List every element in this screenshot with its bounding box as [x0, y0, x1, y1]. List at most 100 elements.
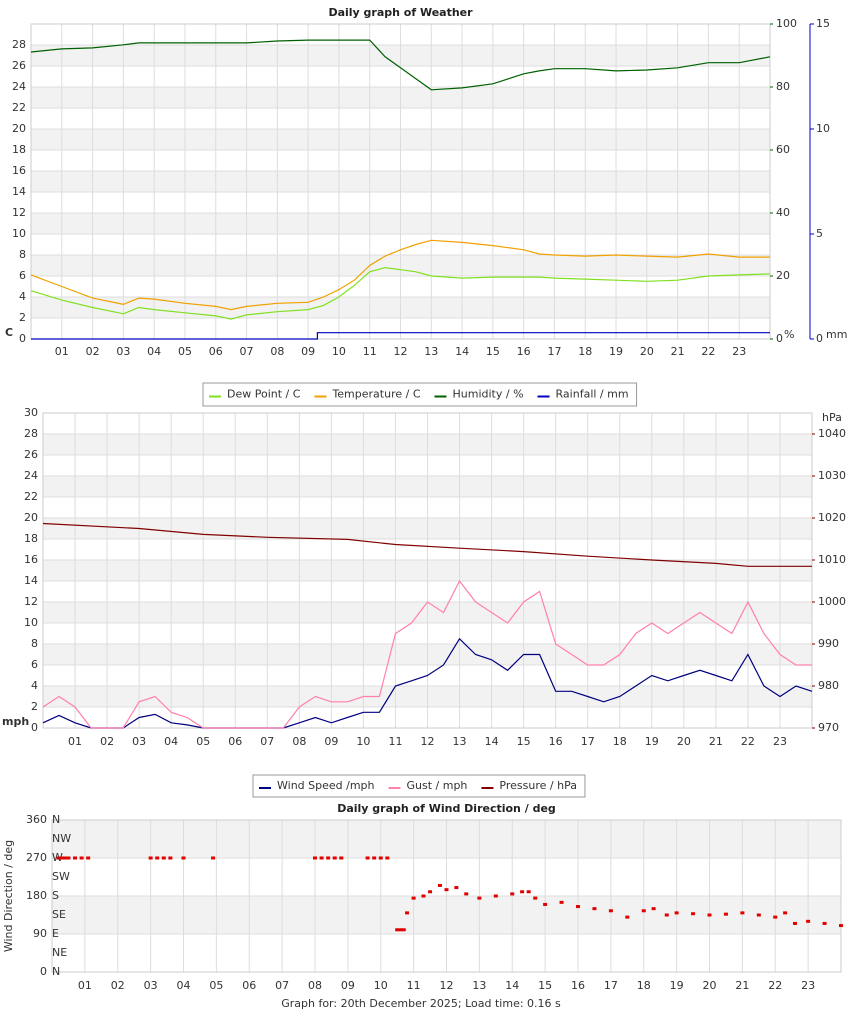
x-tick-label: 17 — [604, 979, 618, 992]
y-tick-label: 18 — [12, 143, 26, 156]
y-tick-label: 28 — [24, 427, 38, 440]
point — [181, 856, 186, 860]
footer: Graph for: 20th December 2025; Load time… — [281, 997, 561, 1010]
legend-label: Dew Point / C — [227, 388, 301, 401]
series-line — [30, 39, 771, 91]
y2-tick-label: 1040 — [818, 427, 846, 440]
chart-title: Daily graph of Weather — [328, 6, 473, 19]
point — [437, 883, 442, 887]
x-tick-label: 22 — [741, 735, 755, 748]
y-tick-label: 24 — [12, 80, 26, 93]
x-tick-label: 23 — [773, 735, 787, 748]
point — [161, 856, 166, 860]
y-tick-label: 0 — [19, 332, 26, 345]
point — [155, 856, 160, 860]
point — [651, 907, 656, 911]
x-tick-label: 14 — [505, 979, 519, 992]
point — [641, 909, 646, 913]
y-tick-label: 360 — [26, 813, 47, 826]
point — [756, 913, 761, 917]
series-line — [42, 522, 812, 567]
x-tick-label: 22 — [701, 345, 715, 358]
point — [773, 915, 778, 919]
series-line — [42, 579, 812, 729]
x-tick-label: 19 — [670, 979, 684, 992]
legend-label: Wind Speed /mph — [277, 779, 375, 792]
point — [168, 856, 173, 860]
x-tick-label: 08 — [308, 979, 322, 992]
series-line — [30, 239, 770, 311]
point — [510, 892, 515, 896]
point — [211, 856, 216, 860]
x-tick-label: 14 — [455, 345, 469, 358]
x-tick-label: 04 — [177, 979, 191, 992]
x-tick-label: 03 — [116, 345, 130, 358]
legend-label: Rainfall / mm — [556, 388, 629, 401]
point — [454, 886, 459, 890]
point — [66, 856, 71, 860]
point — [339, 856, 344, 860]
compass-label: NE — [52, 946, 67, 959]
x-tick-label: 01 — [55, 345, 69, 358]
y-tick-label: 24 — [24, 469, 38, 482]
x-tick-label: 02 — [111, 979, 125, 992]
y2-tick-label: 40 — [776, 206, 790, 219]
y-tick-label: 22 — [24, 490, 38, 503]
y-tick-label: 10 — [12, 227, 26, 240]
series-line — [30, 266, 771, 320]
x-tick-label: 01 — [68, 735, 82, 748]
legend-label: Temperature / C — [331, 388, 420, 401]
y-tick-label: 10 — [24, 616, 38, 629]
point — [783, 911, 788, 915]
point — [740, 911, 745, 915]
x-tick-label: 05 — [196, 735, 210, 748]
y-tick-label: 20 — [12, 122, 26, 135]
y-tick-label: 22 — [12, 101, 26, 114]
point — [520, 890, 525, 894]
y-axis-label: mph — [2, 715, 29, 728]
y3-tick-label: 5 — [816, 227, 823, 240]
x-tick-label: 13 — [453, 735, 467, 748]
y-tick-label: 12 — [12, 206, 26, 219]
y2-tick-label: 80 — [776, 80, 790, 93]
y3-tick-label: 15 — [816, 17, 830, 30]
y2-tick-label: 0 — [776, 332, 783, 345]
x-tick-label: 13 — [424, 345, 438, 358]
point — [313, 856, 317, 860]
x-tick-label: 16 — [549, 735, 563, 748]
x-tick-label: 10 — [356, 735, 370, 748]
point — [592, 907, 597, 911]
y3-tick-label: 10 — [816, 122, 830, 135]
y2-tick-label: 1020 — [818, 511, 846, 524]
y3-axis-label: mm — [826, 328, 847, 341]
point — [806, 919, 811, 923]
plot-border — [30, 23, 771, 340]
x-tick-label: 12 — [421, 735, 435, 748]
y-tick-label: 30 — [24, 406, 38, 419]
x-tick-label: 15 — [538, 979, 552, 992]
y-tick-label: 2 — [19, 311, 26, 324]
point — [332, 856, 337, 860]
y2-tick-label: 1030 — [818, 469, 846, 482]
x-tick-label: 19 — [609, 345, 623, 358]
plot-border — [51, 819, 842, 973]
x-tick-label: 21 — [735, 979, 749, 992]
x-tick-label: 09 — [341, 979, 355, 992]
y-tick-label: 18 — [24, 532, 38, 545]
x-tick-label: 16 — [517, 345, 531, 358]
x-tick-label: 07 — [275, 979, 289, 992]
x-tick-label: 11 — [388, 735, 402, 748]
y-tick-label: 8 — [19, 248, 26, 261]
x-tick-label: 06 — [228, 735, 242, 748]
x-tick-label: 12 — [440, 979, 454, 992]
x-tick-label: 21 — [709, 735, 723, 748]
x-tick-label: 20 — [640, 345, 654, 358]
x-tick-label: 23 — [801, 979, 815, 992]
point — [86, 856, 91, 860]
point — [372, 856, 377, 860]
x-tick-label: 14 — [485, 735, 499, 748]
point — [792, 921, 797, 925]
legend-box — [252, 774, 586, 798]
y-tick-label: 2 — [31, 700, 38, 713]
